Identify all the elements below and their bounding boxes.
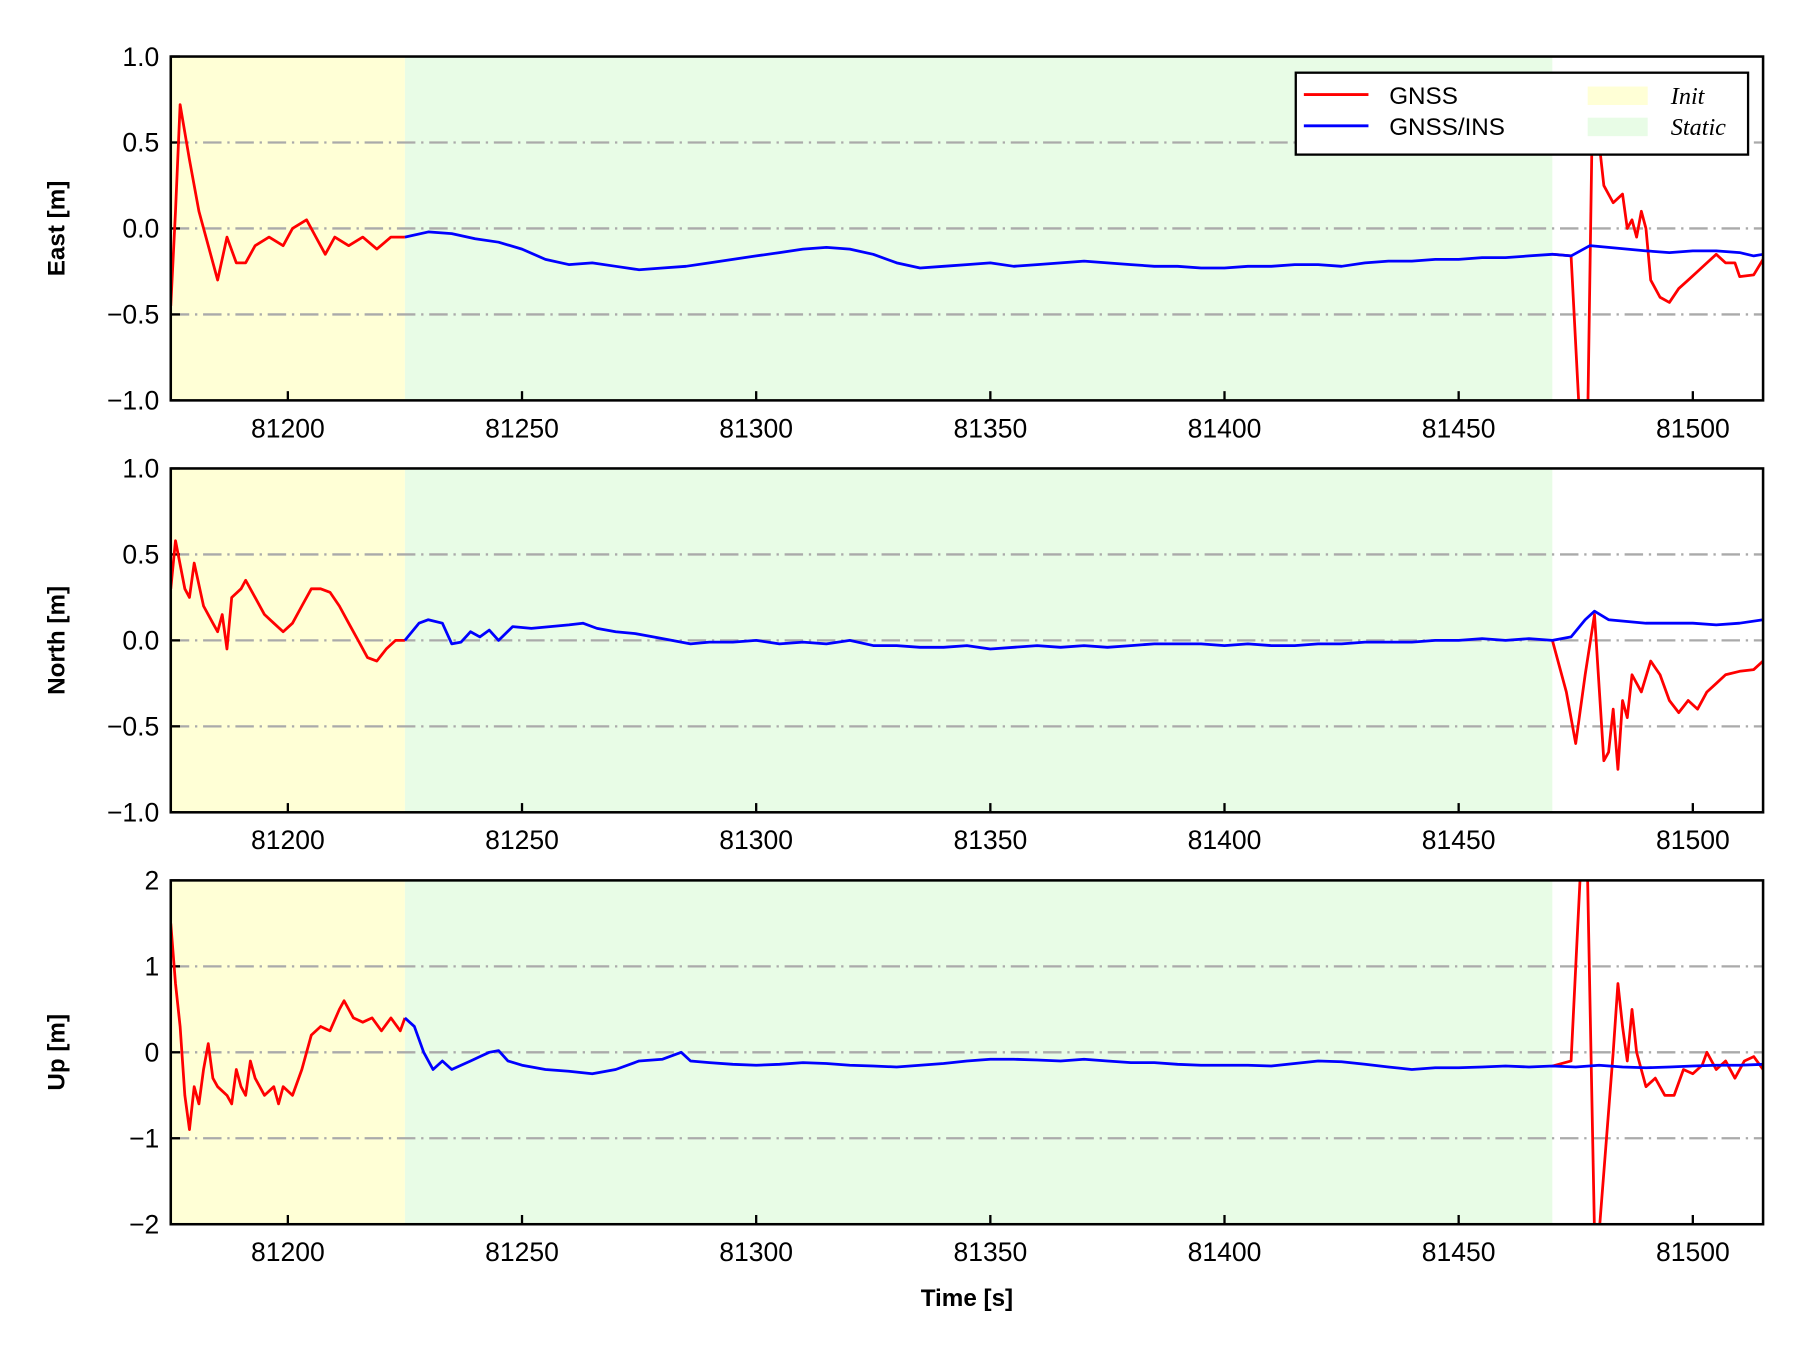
x-tick-label: 81300 [719,825,793,855]
legend-gnss-label: GNSS [1389,83,1458,110]
x-tick-label: 81300 [719,413,793,443]
legend-static-label: Static [1671,114,1726,141]
y-tick-label: 0.5 [122,128,159,158]
x-tick-label: 81400 [1188,825,1262,855]
x-tick-label: 81250 [485,413,559,443]
y-axis-label: East [m] [44,181,71,277]
gnss-ins-series [403,1016,1764,1076]
legend-static-swatch [1587,117,1648,137]
y-tick-label: −0.5 [107,712,159,742]
y-tick-label: 2 [144,866,159,896]
gnss-series-init [170,103,405,306]
x-tick-label: 81400 [1188,1237,1262,1267]
gnss-series-post [1552,880,1764,1225]
x-tick-label: 81500 [1656,1237,1730,1267]
gnss-series-post [1551,613,1764,771]
gnss-series-init [170,539,405,663]
x-tick-label: 81350 [953,413,1027,443]
y-tick-label: 0.0 [122,626,159,656]
x-tick-label: 81200 [251,413,325,443]
y-axis-label: North [m] [44,586,71,695]
y-tick-label: 0.5 [122,540,159,570]
x-tick-label: 81200 [251,825,325,855]
y-tick-label: −1.0 [107,798,159,828]
axes-frame [169,55,1765,402]
gnss-ins-series [403,609,1764,651]
y-tick-label: −2 [129,1209,159,1239]
y-tick-label: −1.0 [107,386,159,416]
y-tick-label: 0.0 [122,214,159,244]
panel-north: −1.0 −0.5 0.0 0.5 1.0 81200 81250 81300 81350 814… [44,454,1765,855]
x-tick-label: 81250 [485,1237,559,1267]
x-tick-label: 81450 [1422,413,1496,443]
legend-init-swatch [1587,86,1648,105]
y-tick-label: 1 [144,952,159,982]
x-axis-label: Time [s] [921,1285,1013,1312]
y-tick-label: −0.5 [107,300,159,330]
gnss-series-init [170,923,407,1131]
panel-up: −2 −1 0 1 2 81200 81250 81300 81350 81400 81450 815… [44,866,1765,1267]
x-tick-label: 81300 [719,1237,793,1267]
x-tick-label: 81450 [1422,1237,1496,1267]
x-tick-label: 81500 [1656,413,1730,443]
y-tick-label: 1.0 [122,42,159,72]
x-tick-label: 81500 [1656,825,1730,855]
x-tick-label: 81450 [1422,825,1496,855]
axes-frame [169,467,1765,814]
axes-frame [169,879,1765,1226]
gnss-ins-series [404,230,1764,272]
legend-ins-label: GNSS/INS [1389,114,1505,141]
x-tick-label: 81350 [953,825,1027,855]
x-tick-label: 81200 [251,1237,325,1267]
x-tick-label: 81250 [485,825,559,855]
y-tick-label: −1 [129,1124,159,1154]
gnss-series-post [1552,123,1764,401]
x-tick-label: 81400 [1188,413,1262,443]
legend: GNSS GNSS/INS Init Static [1294,71,1750,156]
y-tick-label: 0 [144,1038,159,1068]
y-tick-label: 1.0 [122,454,159,484]
x-tick-label: 81350 [953,1237,1027,1267]
y-axis-label: Up [m] [44,1014,71,1091]
legend-init-label: Init [1670,83,1706,110]
